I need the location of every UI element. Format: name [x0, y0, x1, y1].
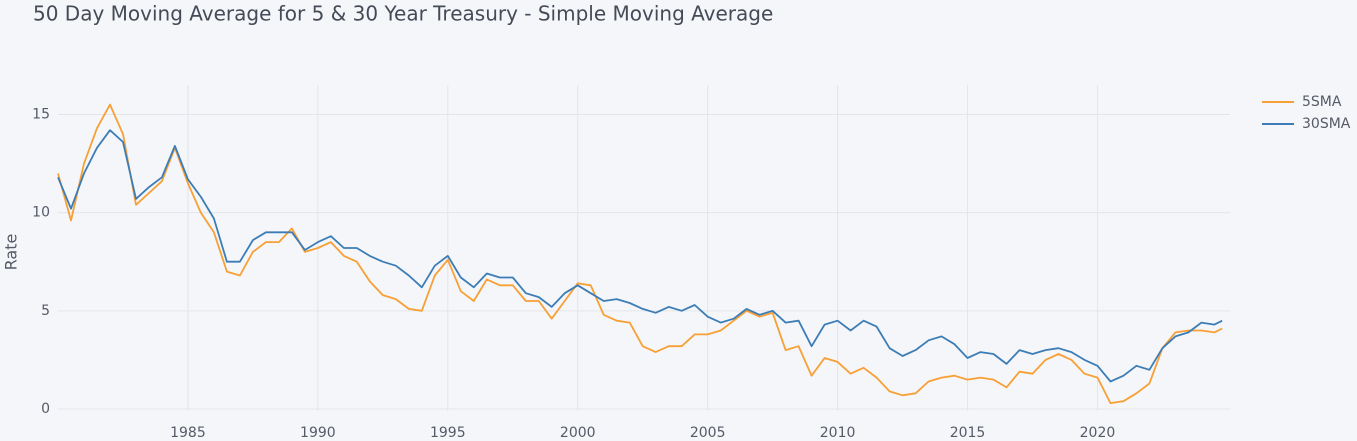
x-tick-label: 2000: [560, 425, 596, 441]
x-tick-label: 2010: [820, 425, 856, 441]
y-tick-label: 0: [41, 401, 50, 417]
y-tick-label: 10: [32, 205, 50, 221]
chart-title: 50 Day Moving Average for 5 & 30 Year Tr…: [33, 2, 773, 26]
line-series: [57, 103, 1223, 404]
line-series: [57, 129, 1223, 383]
y-axis-label: Rate: [2, 234, 21, 271]
y-tick-label: 5: [41, 303, 50, 319]
x-tick-label: 1990: [300, 425, 336, 441]
legend-label: 5SMA: [1302, 94, 1342, 110]
legend-label: 30SMA: [1302, 116, 1351, 132]
x-tick-label: 1995: [430, 425, 466, 441]
x-tick-label: 2015: [950, 425, 986, 441]
y-tick-label: 15: [32, 106, 50, 122]
x-tick-label: 1985: [170, 425, 206, 441]
x-tick-label: 2020: [1080, 425, 1116, 441]
x-tick-label: 2005: [690, 425, 726, 441]
